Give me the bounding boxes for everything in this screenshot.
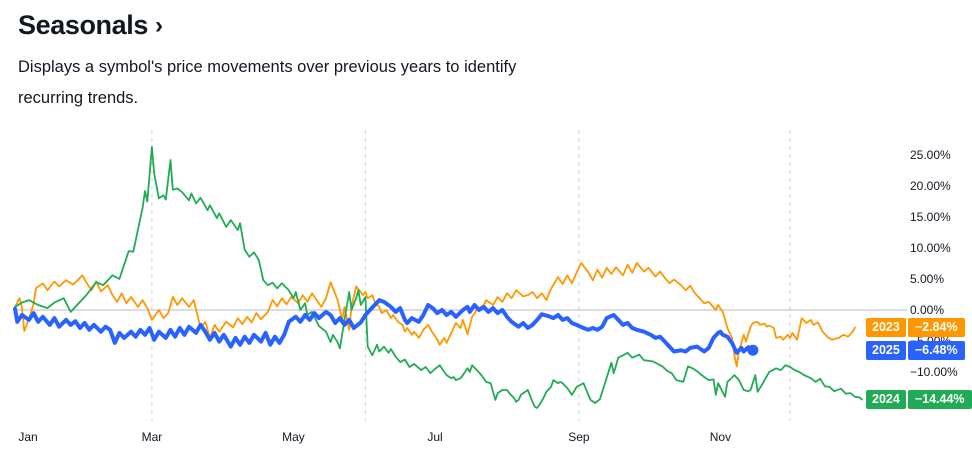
y-tick-20: 20.00% — [910, 179, 951, 193]
x-tick-jan: Jan — [18, 430, 38, 444]
axis-badge-2024: 2024 −14.44% — [866, 390, 972, 410]
x-tick-mar: Mar — [141, 430, 163, 444]
badge-year-label: 2024 — [866, 390, 906, 410]
page-title: Seasonals — [18, 10, 148, 40]
badge-year-label: 2025 — [866, 340, 906, 360]
badge-value-label: −6.48% — [907, 340, 965, 360]
x-tick-nov: Nov — [709, 430, 732, 444]
y-tick-0: 0.00% — [910, 303, 945, 317]
x-tick-sep: Sep — [568, 430, 590, 444]
widget-description: Displays a symbol's price movements over… — [18, 52, 516, 114]
seasonals-title-link[interactable]: Seasonals › — [18, 8, 163, 42]
x-tick-may: May — [282, 430, 305, 444]
axis-badge-2023: 2023 −2.84% — [866, 318, 965, 338]
series-line-2024[interactable] — [14, 145, 863, 409]
badge-value-label: −14.44% — [907, 390, 972, 410]
description-line-1: Displays a symbol's price movements over… — [18, 58, 517, 76]
badge-year-label: 2023 — [866, 318, 906, 338]
series-line-2023[interactable] — [14, 261, 856, 368]
y-tick-10: 10.00% — [910, 241, 951, 255]
description-line-2: recurring trends. — [18, 89, 139, 107]
y-tick--10: −10.00% — [910, 365, 958, 379]
y-tick-25: 25.00% — [910, 148, 951, 162]
current-value-dot[interactable] — [747, 344, 759, 356]
y-tick-15: 15.00% — [910, 210, 951, 224]
badge-value-label: −2.84% — [907, 318, 965, 338]
series-line-2025[interactable] — [13, 298, 755, 355]
x-tick-jul: Jul — [427, 430, 443, 444]
y-tick-5: 5.00% — [910, 272, 945, 286]
chevron-right-icon: › — [154, 12, 163, 39]
axis-badge-2025: 2025 −6.48% — [866, 340, 965, 360]
